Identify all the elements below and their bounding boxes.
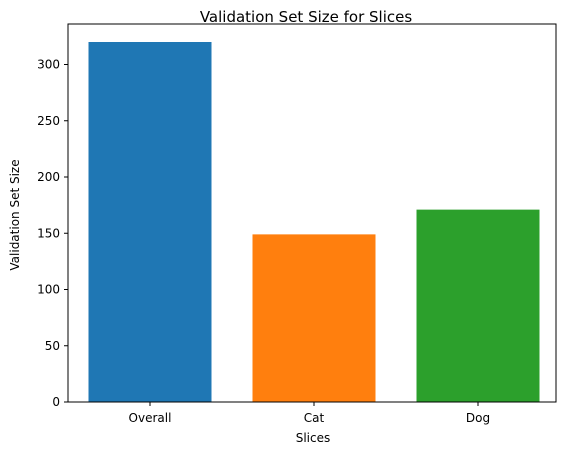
y-tick-label-300: 300 <box>37 58 60 72</box>
bar-overall <box>88 42 212 402</box>
x-axis: Overall Cat Dog <box>129 402 490 425</box>
x-axis-label: Slices <box>296 431 331 445</box>
plot-frame <box>67 23 557 403</box>
x-tick-label-overall: Overall <box>129 411 172 425</box>
y-axis: 0 50 100 150 200 250 300 <box>37 58 68 409</box>
bar-dog <box>416 209 540 402</box>
y-tick-label-50: 50 <box>45 339 60 353</box>
y-tick-label-250: 250 <box>37 114 60 128</box>
y-tick-label-150: 150 <box>37 226 60 240</box>
y-axis-label: Validation Set Size <box>8 159 22 270</box>
chart-title: Validation Set Size for Slices <box>200 8 413 26</box>
bar-cat <box>252 234 376 402</box>
y-tick-label-0: 0 <box>52 395 60 409</box>
x-tick-label-dog: Dog <box>466 411 490 425</box>
x-tick-label-cat: Cat <box>304 411 325 425</box>
y-tick-label-100: 100 <box>37 283 60 297</box>
bars-group <box>88 42 540 402</box>
y-tick-label-200: 200 <box>37 170 60 184</box>
